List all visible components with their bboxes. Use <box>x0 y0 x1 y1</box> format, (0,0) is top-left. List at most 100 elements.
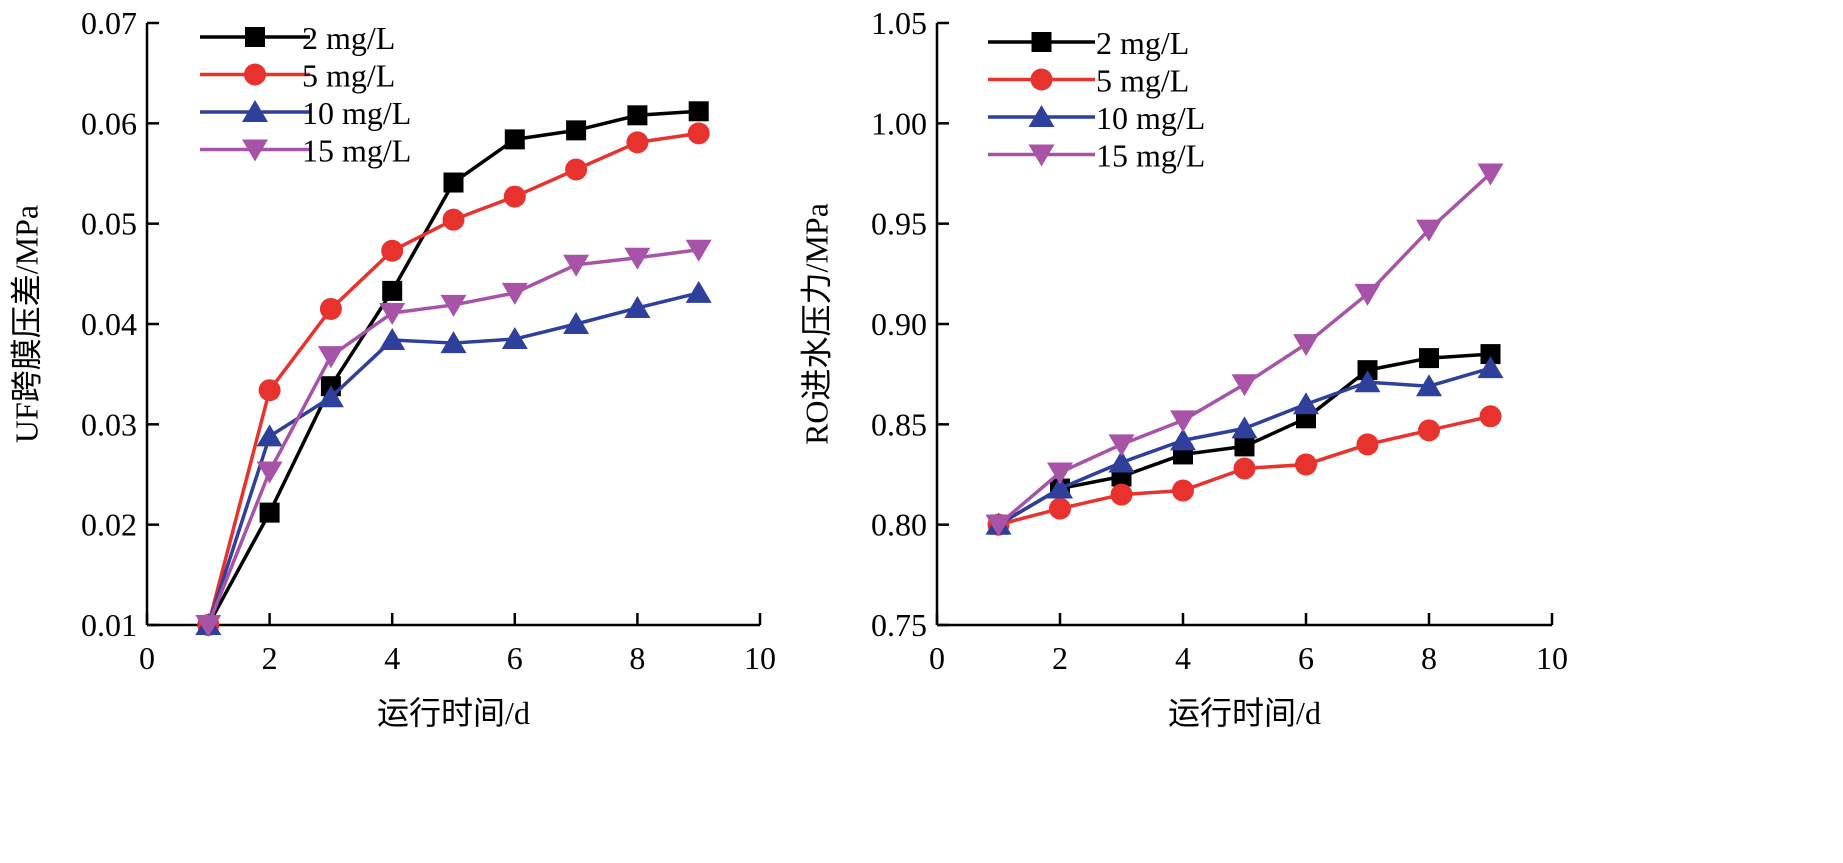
legend-marker <box>242 139 268 162</box>
data-point <box>688 101 709 122</box>
legend-marker <box>1030 68 1053 91</box>
data-point <box>379 328 406 351</box>
x-tick-label: 10 <box>744 640 776 676</box>
data-point <box>1354 370 1381 393</box>
legend-item: 15 mg/L <box>988 138 1205 174</box>
data-point <box>440 294 467 317</box>
legend-item: 10 mg/L <box>988 100 1205 136</box>
data-point <box>381 239 404 262</box>
data-point <box>317 385 344 408</box>
y-tick-label: 0.01 <box>81 607 137 643</box>
chart-panel-1: 0.01 0.02 0.03 0.04 0.05 0.06 0.07 0 2 4 6 8 10 运行时间/… <box>8 5 776 731</box>
x-tick-label: 4 <box>1175 640 1191 676</box>
legend-marker <box>244 63 266 86</box>
legend-marker <box>242 100 268 122</box>
series-2 <box>197 122 710 636</box>
legend-marker <box>1028 105 1055 127</box>
series-line <box>206 131 699 626</box>
y-axis-title: UF跨膜压差/MPa <box>8 205 44 443</box>
x-tick-label: 8 <box>629 640 645 676</box>
data-point <box>1293 392 1319 415</box>
x-axis-title: 运行时间/d <box>377 695 530 731</box>
data-point <box>1231 374 1258 397</box>
y-tick-label: 0.80 <box>871 507 927 543</box>
data-point <box>1480 344 1501 365</box>
x-tick-label: 8 <box>1421 640 1437 676</box>
data-point <box>382 280 403 301</box>
data-point <box>317 346 344 369</box>
data-point <box>1170 428 1196 451</box>
legend-label: 15 mg/L <box>1096 138 1205 174</box>
legend-label: 5 mg/L <box>302 58 395 94</box>
data-point <box>1234 436 1255 457</box>
series-3 <box>985 356 1504 535</box>
data-point <box>1416 219 1442 242</box>
data-point <box>685 280 712 303</box>
y-tick-label: 0.07 <box>81 5 137 41</box>
data-point <box>443 172 464 193</box>
data-point <box>440 331 467 354</box>
data-point <box>256 424 283 447</box>
legend-marker <box>245 27 265 47</box>
legend-label: 2 mg/L <box>302 20 395 56</box>
y-tick-label: 0.04 <box>81 306 137 342</box>
data-point <box>1293 334 1319 357</box>
data-point <box>1416 374 1442 397</box>
legend-item: 5 mg/L <box>200 58 395 94</box>
data-point <box>563 312 590 334</box>
legend-marker <box>1028 144 1055 167</box>
y-tick-label: 0.05 <box>81 206 137 242</box>
y-tick-label: 0.85 <box>871 406 927 442</box>
x-tick-label: 6 <box>1298 640 1314 676</box>
data-point <box>1354 283 1381 306</box>
x-tick-label: 4 <box>384 640 400 676</box>
series-2 <box>987 405 1502 536</box>
data-point <box>1419 348 1439 369</box>
x-tick-label: 2 <box>262 640 278 676</box>
x-tick-label: 10 <box>1536 640 1568 676</box>
series-4 <box>195 239 712 637</box>
x-tick-label: 0 <box>139 640 155 676</box>
legend-item: 2 mg/L <box>200 20 395 56</box>
data-point <box>504 129 525 150</box>
data-point <box>687 122 710 145</box>
y-axis-title: RO进水压力/MPa <box>798 203 834 445</box>
data-point <box>1477 356 1504 379</box>
data-point <box>1108 450 1135 473</box>
x-axis-title: 运行时间/d <box>1168 695 1321 731</box>
data-point <box>1233 457 1256 480</box>
legend-item: 5 mg/L <box>988 63 1189 99</box>
data-point <box>501 282 528 305</box>
data-point <box>624 247 651 270</box>
data-point <box>1418 419 1440 442</box>
data-point <box>1047 462 1073 485</box>
data-point <box>1356 433 1379 456</box>
data-point <box>195 615 222 637</box>
data-point <box>985 514 1012 537</box>
data-point <box>627 105 648 126</box>
data-point <box>1110 483 1133 506</box>
legend-label: 10 mg/L <box>302 95 411 131</box>
data-point <box>1295 453 1317 476</box>
data-point <box>563 254 590 277</box>
data-point <box>258 379 281 402</box>
legend-item: 10 mg/L <box>200 95 411 131</box>
y-tick-label: 0.75 <box>871 607 927 643</box>
data-point <box>626 131 649 154</box>
data-point <box>624 295 651 318</box>
legend-label: 2 mg/L <box>1096 25 1189 61</box>
data-point <box>319 297 342 320</box>
y-tick-label: 1.00 <box>871 105 927 141</box>
data-point <box>1357 360 1378 381</box>
data-point <box>501 327 528 350</box>
x-tick-label: 0 <box>929 640 945 676</box>
data-point <box>503 185 526 208</box>
series-1 <box>198 101 709 635</box>
data-point <box>1172 479 1194 502</box>
x-tick-label: 6 <box>507 640 523 676</box>
legend: 2 mg/L5 mg/L10 mg/L15 mg/L <box>988 25 1205 174</box>
data-point <box>1170 410 1196 433</box>
data-point <box>685 239 712 262</box>
data-point <box>1477 163 1504 186</box>
